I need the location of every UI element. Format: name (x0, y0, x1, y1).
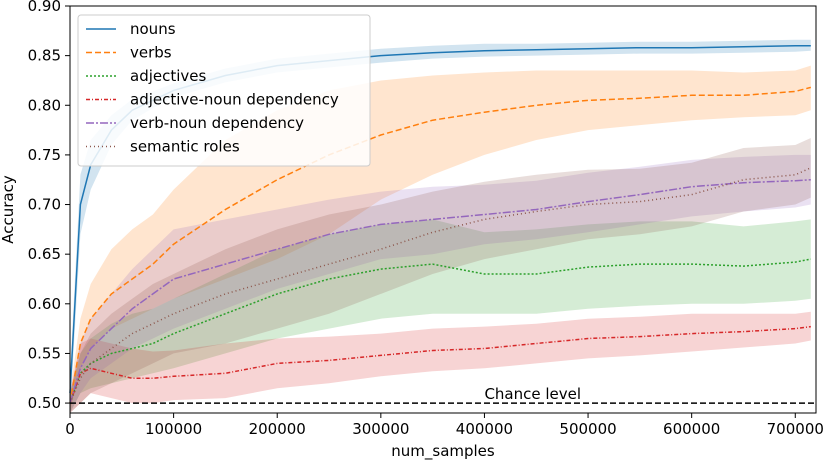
x-tick-label: 100000 (145, 420, 202, 438)
plot-frame (69, 5, 817, 414)
x-tick-label: 0 (65, 420, 75, 438)
chance-level-label: Chance level (484, 385, 581, 403)
y-tick-label: 0.60 (28, 295, 61, 313)
adjectives-line (69, 258, 811, 404)
legend-label: semantic roles (130, 138, 240, 156)
verb-noun-dependency-line (69, 178, 811, 404)
y-tick-label: 0.75 (28, 146, 61, 164)
legend-label: verb-noun dependency (130, 114, 304, 132)
y-tick-label: 0.70 (28, 196, 61, 214)
adjectives-band (70, 219, 811, 413)
x-axis-label: num_samples (391, 442, 495, 461)
verb-noun-dependency-band (70, 154, 811, 413)
legend-label: verbs (130, 44, 172, 62)
x-tick-label: 600000 (663, 420, 720, 438)
y-tick-label: 0.85 (28, 47, 61, 65)
legend: nouns verbs adjectives adjective-noun depen… (77, 14, 371, 167)
y-tick-label: 0.65 (28, 245, 61, 263)
semantic-roles-line (69, 167, 812, 404)
adjective-noun-dependency-band (70, 311, 811, 413)
y-tick-label: 0.80 (28, 96, 61, 114)
x-tick-label: 300000 (352, 420, 409, 438)
adjective-noun-dependency-line (69, 325, 811, 404)
legend-label: nouns (130, 20, 176, 38)
semantic-roles-band (70, 138, 811, 413)
y-tick-label: 0.55 (28, 344, 61, 362)
y-axis: 0.50 0.55 0.60 0.65 0.70 0.75 0.80 0.85 0.90 (28, 0, 70, 412)
x-tick-label: 500000 (559, 420, 616, 438)
y-tick-label: 0.50 (28, 394, 61, 412)
x-tick-label: 700000 (767, 420, 824, 438)
y-tick-label: 0.90 (28, 0, 61, 15)
legend-label: adjective-noun dependency (130, 91, 339, 109)
legend-label: adjectives (130, 67, 207, 85)
legend-box (77, 14, 371, 167)
x-tick-label: 200000 (249, 420, 306, 438)
x-axis: 0 100000 200000 300000 400000 500000 600000 700… (65, 413, 824, 438)
x-tick-label: 400000 (456, 420, 513, 438)
y-axis-label: Accuracy (0, 175, 17, 244)
